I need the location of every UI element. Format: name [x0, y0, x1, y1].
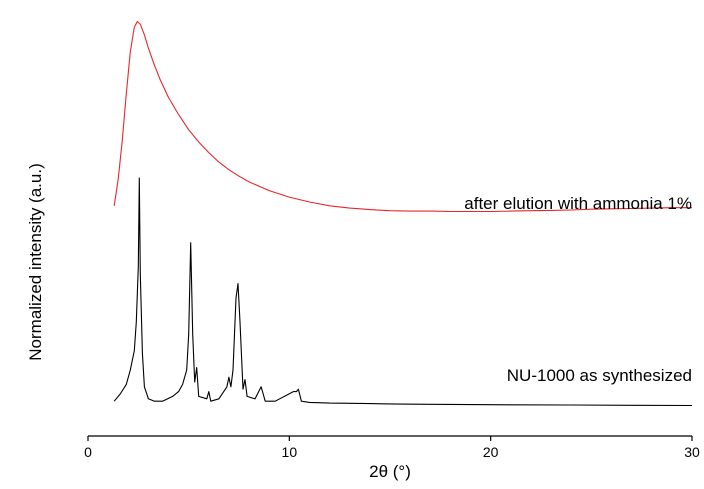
series-label-after-elution: after elution with ammonia 1%: [464, 194, 692, 213]
x-tick-label-20: 20: [483, 444, 499, 460]
x-tick-label-30: 30: [684, 444, 700, 460]
series-line-after-elution: [113, 20, 692, 213]
x-tick-label-0: 0: [84, 444, 92, 460]
y-axis-label: Normalized intensity (a.u.): [26, 163, 45, 360]
x-tick-label-10: 10: [282, 444, 298, 460]
series-line-nu-1000: [113, 177, 693, 407]
x-ticks: 0 10 20 30: [84, 436, 700, 460]
series-layer: [113, 20, 693, 407]
series-label-nu-1000: NU-1000 as synthesized: [507, 366, 692, 385]
x-axis-label: 2θ (°): [369, 462, 411, 481]
